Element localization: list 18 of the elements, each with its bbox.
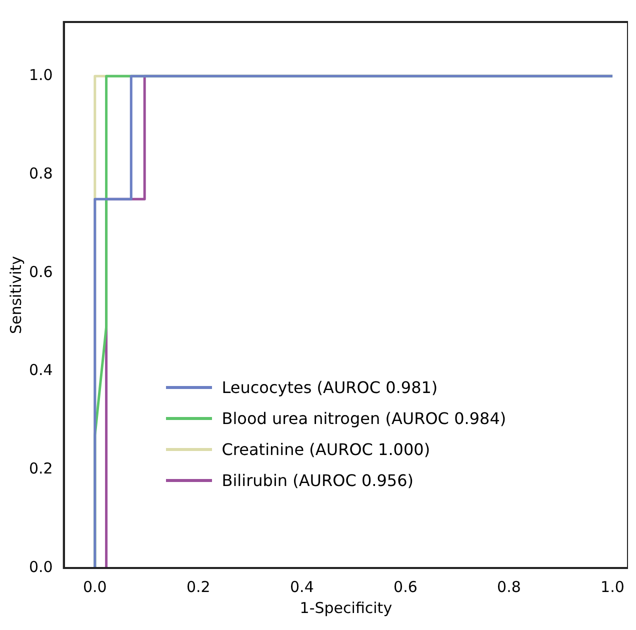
y-tick-label: 1.0 [28,66,53,84]
y-axis-title: Sensitivity [6,256,25,334]
y-tick-label: 0.8 [28,164,53,182]
y-tick-label: 0.4 [28,361,53,380]
legend-label: Blood urea nitrogen (AUROC 0.984) [222,409,506,428]
legend-label: Bilirubin (AUROC 0.956) [222,471,414,490]
x-axis-title: 1-Specificity [300,598,392,617]
legend-label: Creatinine (AUROC 1.000) [222,440,430,459]
x-tick-label: 1.0 [600,578,624,596]
legend-label: Leucocytes (AUROC 0.981) [222,378,438,397]
x-tick-label: 0.0 [82,578,107,596]
y-tick-label: 0.2 [28,460,53,478]
x-tick-label: 0.4 [290,578,314,596]
x-tick-label: 0.2 [186,578,210,596]
y-tick-label: 0.0 [28,558,53,576]
y-tick-label: 0.6 [28,262,53,281]
x-tick-label: 0.6 [394,578,418,596]
x-tick-label: 0.8 [497,578,521,596]
